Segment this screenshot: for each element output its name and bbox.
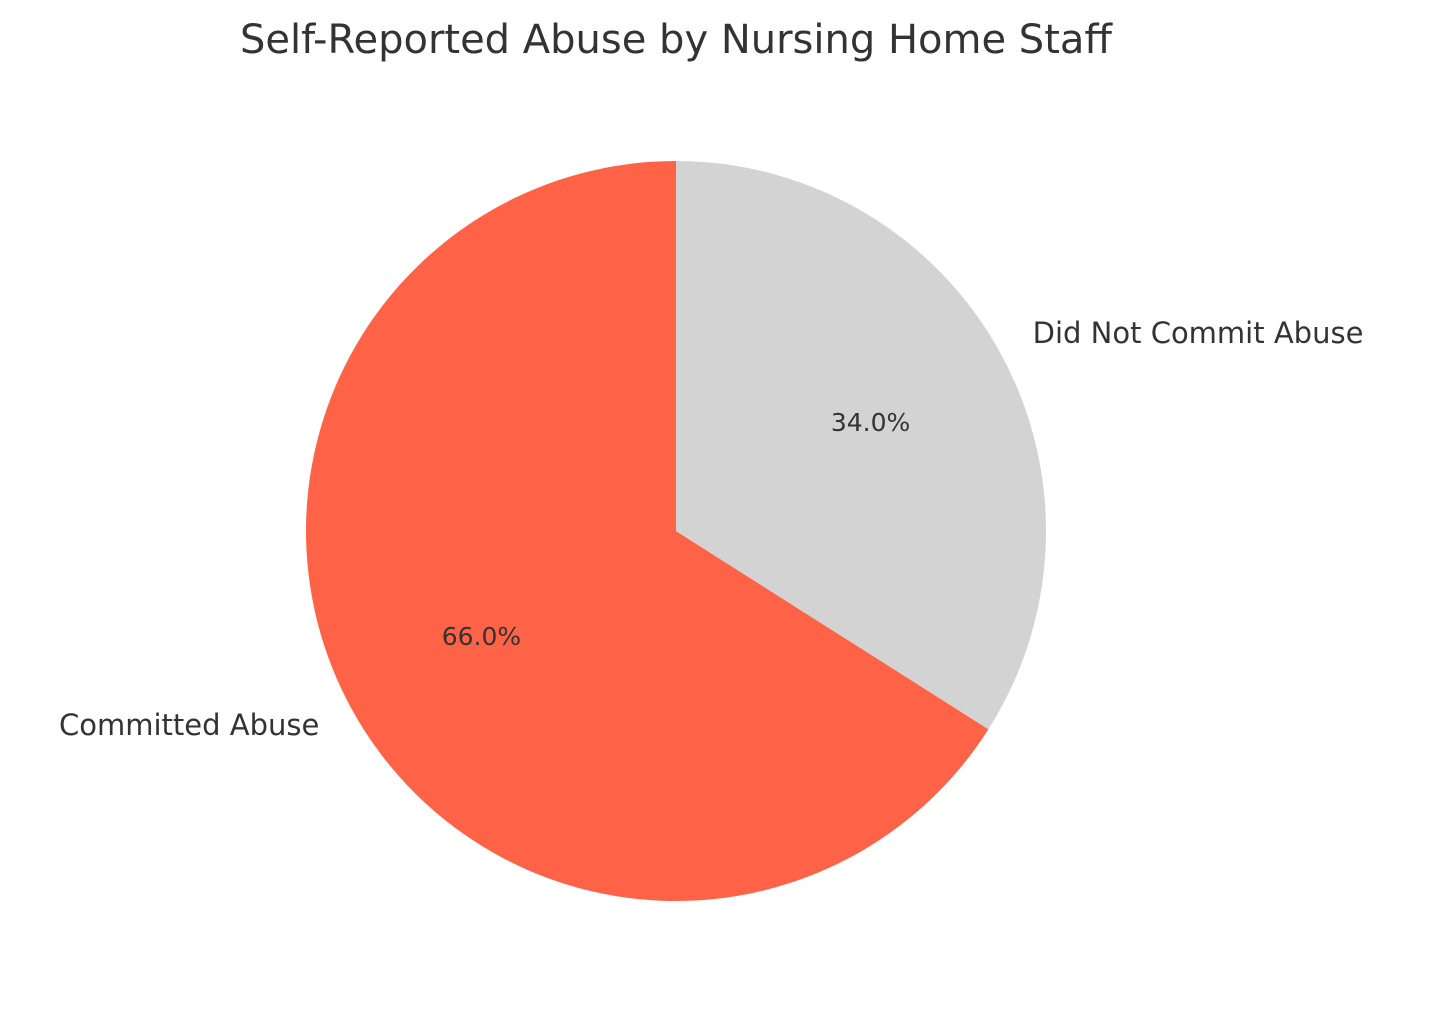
pie-slice-1 (676, 161, 1046, 730)
slice-label-1: Did Not Commit Abuse (1033, 316, 1364, 350)
chart-title: Self-Reported Abuse by Nursing Home Staf… (240, 17, 1113, 63)
slice-label-0: Committed Abuse (59, 708, 319, 742)
pie-slice-0 (306, 161, 989, 901)
pie-labels: Committed Abuse 66.0% Did Not Commit Abuse… (59, 316, 1363, 742)
slice-pct-label-0: 66.0% (442, 622, 521, 651)
pie-slices (306, 161, 1046, 901)
slice-pct-label-1: 34.0% (831, 408, 910, 437)
